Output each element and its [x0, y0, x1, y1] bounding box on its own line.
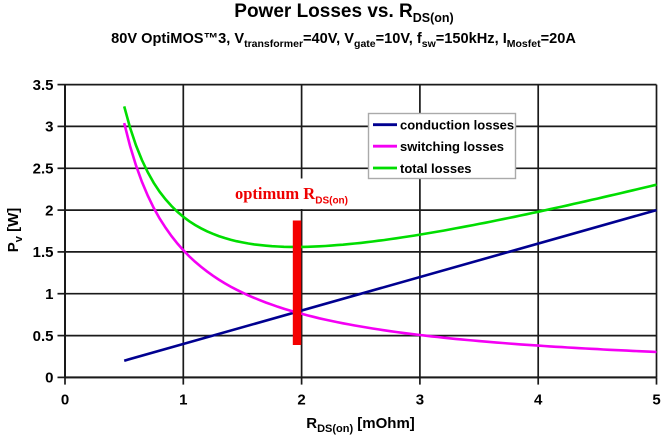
svg-text:0.5: 0.5: [33, 328, 54, 345]
svg-text:3: 3: [416, 392, 424, 409]
svg-text:5: 5: [652, 392, 660, 409]
svg-text:conduction losses: conduction losses: [400, 118, 514, 133]
svg-text:3.5: 3.5: [33, 77, 54, 94]
svg-text:4: 4: [534, 392, 543, 409]
svg-text:0: 0: [45, 370, 53, 387]
svg-text:1: 1: [179, 392, 187, 409]
svg-text:switching losses: switching losses: [400, 139, 504, 154]
svg-text:1.5: 1.5: [33, 244, 54, 261]
svg-text:total losses: total losses: [400, 161, 472, 176]
svg-text:1: 1: [45, 286, 53, 303]
svg-text:0: 0: [61, 392, 69, 409]
svg-text:2: 2: [45, 202, 53, 219]
svg-text:2.5: 2.5: [33, 161, 54, 178]
svg-text:2: 2: [297, 392, 305, 409]
svg-text:3: 3: [45, 119, 53, 136]
